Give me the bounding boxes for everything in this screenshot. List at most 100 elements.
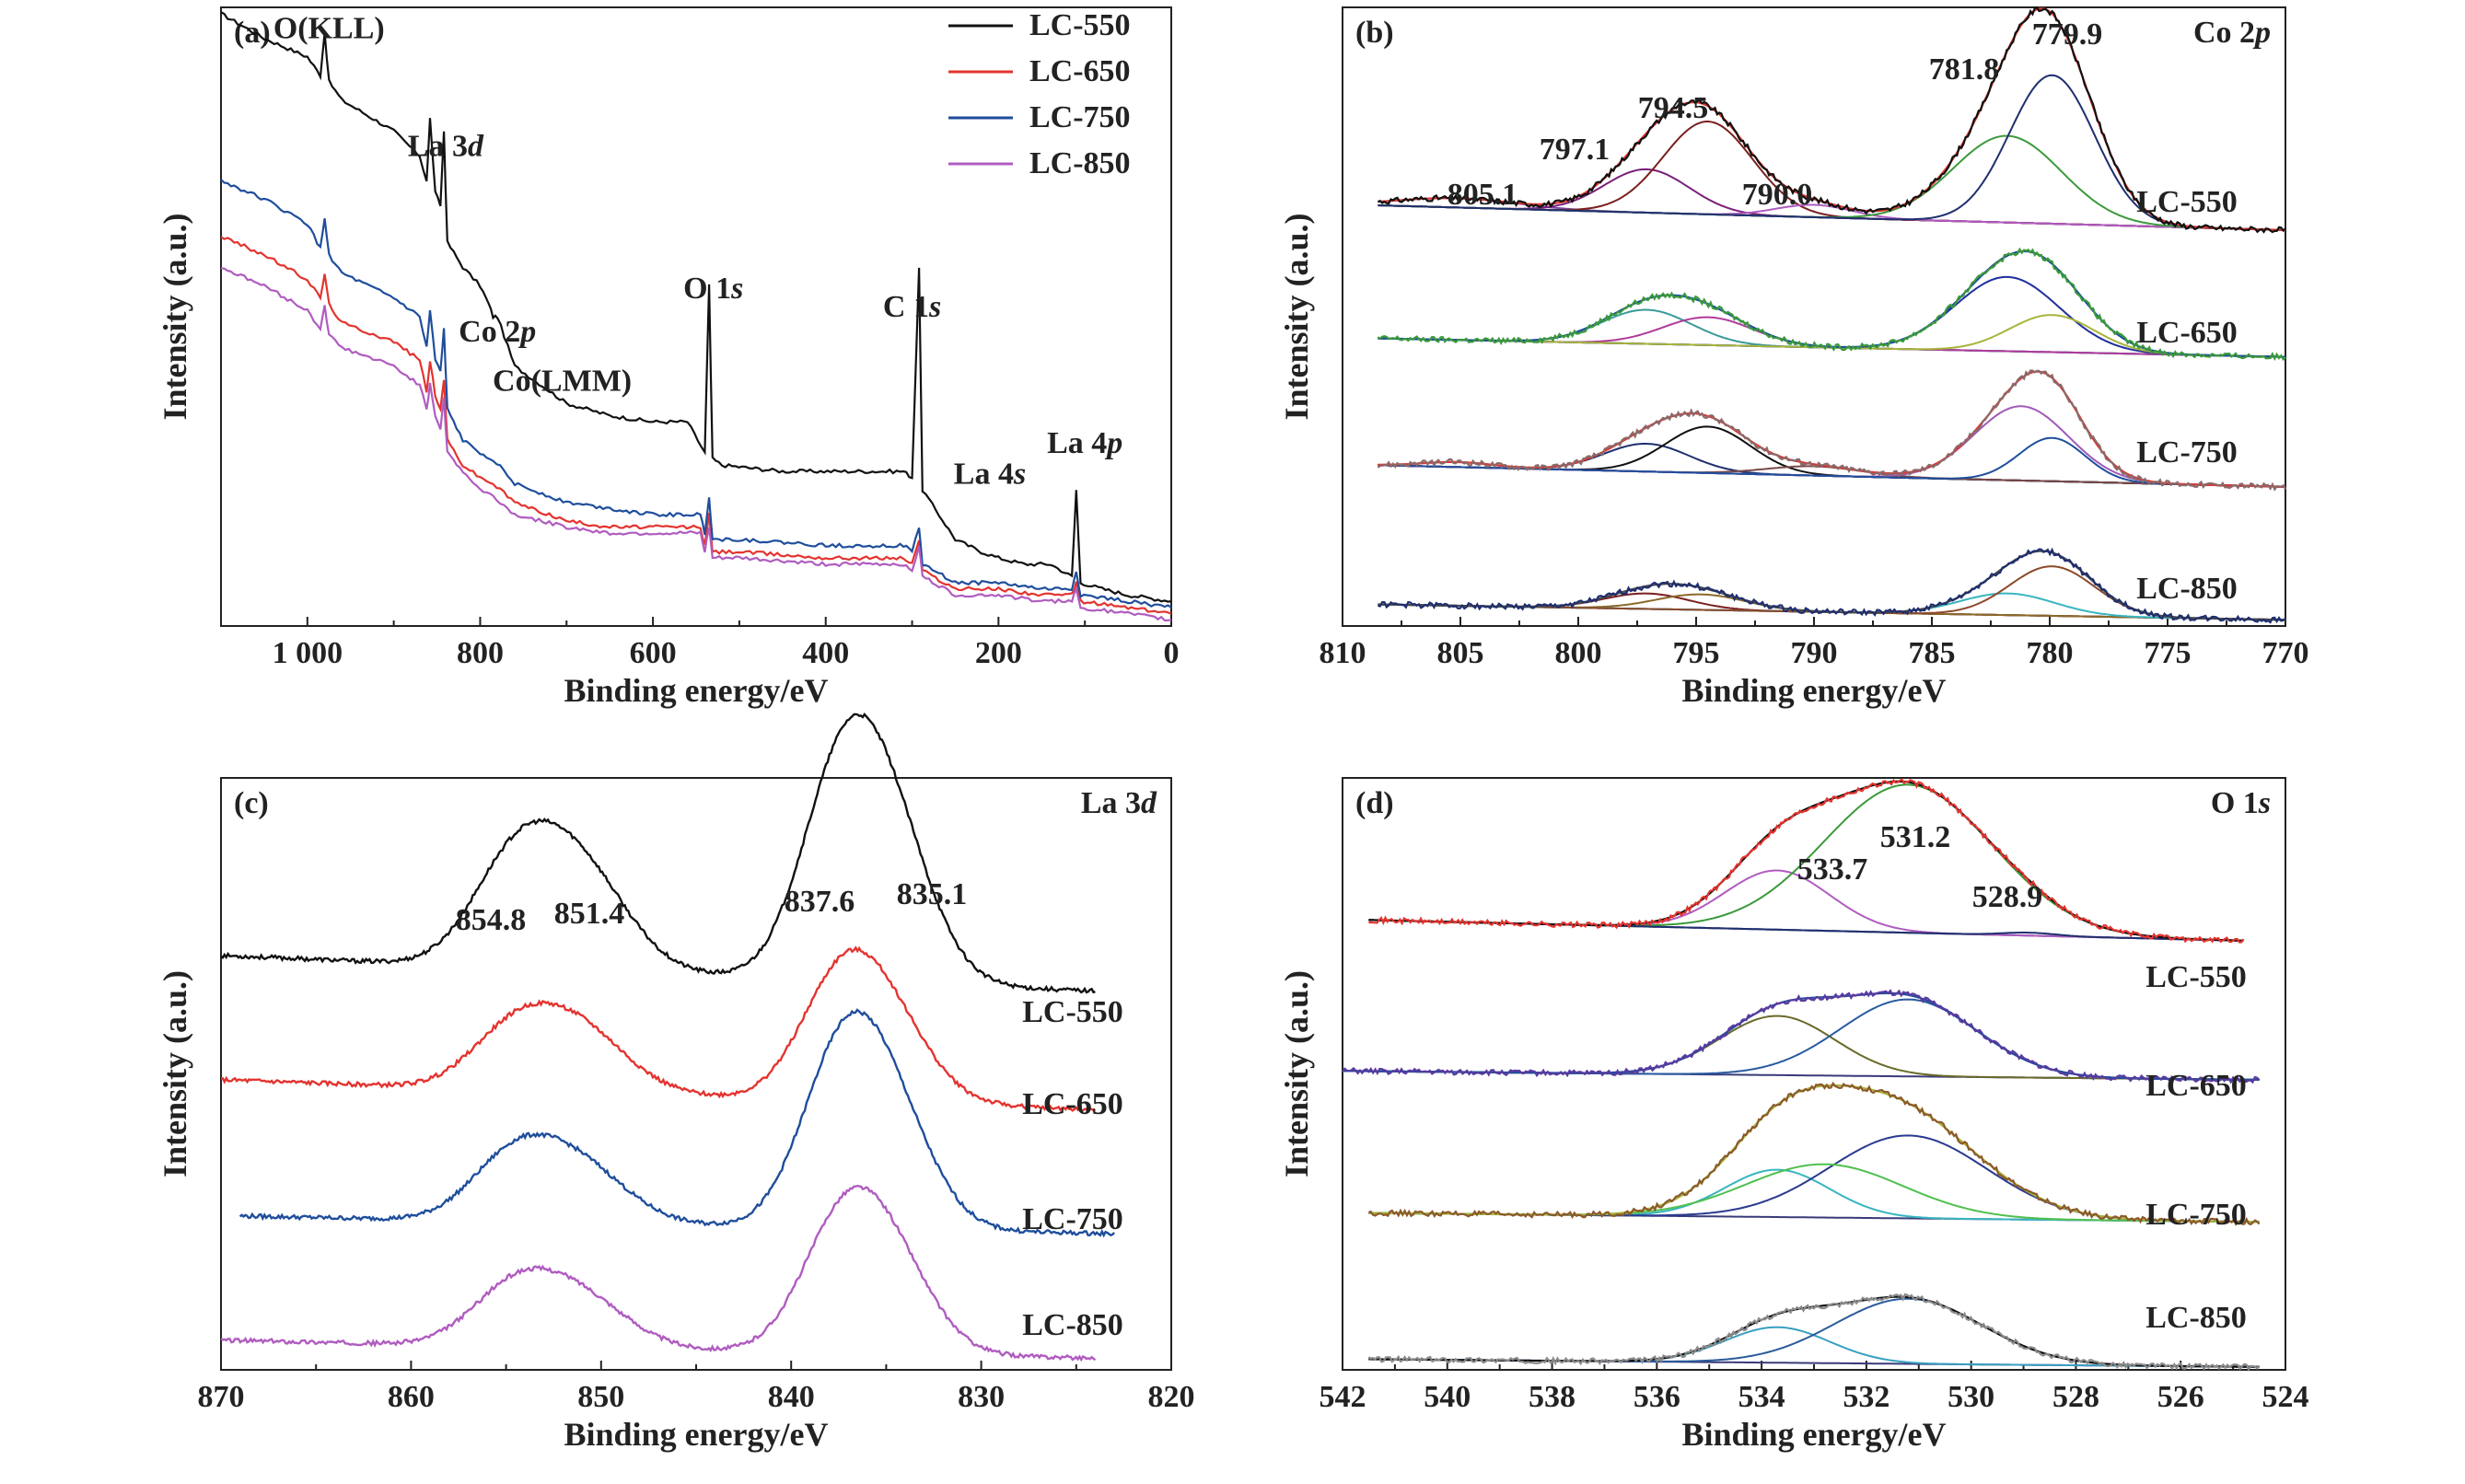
series-line-lc-650: [220, 945, 1097, 1112]
component-peak: [1368, 1163, 2260, 1223]
legend-entry: LC-550: [1029, 8, 1131, 42]
sample-label: LC-550: [2145, 960, 2247, 994]
sample-label: LC-750: [2136, 435, 2238, 470]
peak-position-label: 790.0: [1742, 178, 1813, 212]
x-tick-label: 790: [1791, 636, 1838, 670]
sample-label: LC-650: [1022, 1087, 1123, 1121]
y-axis-label: Intensity (a.u.): [157, 970, 193, 1177]
x-tick-label: 830: [958, 1380, 1005, 1414]
x-tick-label: 536: [1634, 1380, 1680, 1414]
x-tick-label: 785: [1909, 636, 1956, 670]
x-tick-label: 400: [802, 636, 849, 670]
x-tick-label: 850: [577, 1380, 624, 1414]
x-tick-label: 775: [2145, 636, 2192, 670]
measured-spectrum: [1377, 369, 2286, 492]
y-axis-label: Intensity (a.u.): [1278, 970, 1315, 1177]
peak-position-label: 797.1: [1540, 133, 1610, 167]
legend-entry: LC-750: [1029, 100, 1131, 134]
peak-position-label: 533.7: [1797, 852, 1868, 887]
plot-frame: [220, 6, 1172, 627]
x-tick-label: 795: [1673, 636, 1720, 670]
sample-label: LC-850: [2136, 572, 2238, 606]
x-tick-label: 770: [2262, 636, 2309, 670]
x-tick-label: 840: [768, 1380, 815, 1414]
sample-lc-550: LC-550: [1368, 778, 2247, 994]
sample-lc-850: LC-850: [1378, 547, 2286, 624]
component-peak: [1343, 998, 2260, 1081]
y-axis-label: Intensity (a.u.): [157, 213, 193, 420]
panel-d-o1s: 542 540 538 536 534 532 530 528 526 524 Binding en…: [1278, 777, 2309, 1453]
series-line-lc-850: [220, 1184, 1097, 1362]
x-tick-label: 532: [1843, 1380, 1889, 1414]
component-peak: [1368, 1134, 2260, 1223]
x-tick-label: 538: [1529, 1380, 1576, 1414]
x-tick-label: 524: [2262, 1380, 2309, 1414]
x-tick-label: 542: [1320, 1380, 1366, 1414]
series-line-lc-750: [238, 1008, 1115, 1238]
sample-lc-750: LC-750: [1377, 369, 2286, 492]
x-tick-label: 800: [1555, 636, 1602, 670]
x-axis-label: Binding energy/eV: [564, 1416, 828, 1453]
x-tick-label: 526: [2157, 1380, 2204, 1414]
series-line-lc-550: [220, 713, 1096, 994]
peak-annotation: La 3d: [408, 129, 484, 163]
peak-annotation: Co(LMM): [493, 365, 632, 399]
x-tick-label: 820: [1148, 1380, 1195, 1414]
plot-frame: [220, 777, 1172, 1371]
x-tick-label: 530: [1948, 1380, 1994, 1414]
peak-position-label: 779.9: [2032, 17, 2103, 52]
peak-position-label: 794.5: [1638, 91, 1709, 125]
panel-letter: (b): [1355, 16, 1394, 50]
x-axis-label: Binding energy/eV: [1681, 1416, 1946, 1453]
measured-spectrum: [1377, 6, 2286, 234]
fit-envelope: [1343, 991, 2260, 1081]
panel-title: O 1s: [2211, 786, 2271, 820]
peak-annotation: Co 2p: [459, 315, 536, 349]
x-tick-label: 800: [457, 636, 504, 670]
x-tick-label: 540: [1424, 1380, 1471, 1414]
peak-position-label: 531.2: [1880, 820, 1951, 854]
component-peak: [1343, 1014, 2260, 1081]
peak-position-label: 835.1: [897, 877, 968, 911]
x-tick-label: 860: [388, 1380, 435, 1414]
panel-title: La 3d: [1081, 786, 1157, 820]
peak-position-label: 781.8: [1929, 52, 2000, 87]
x-tick-label: 528: [2052, 1380, 2099, 1414]
sample-lc-650: LC-650: [1342, 989, 2261, 1103]
peak-annotation: O(KLL): [273, 12, 385, 46]
x-tick-label: 1 000: [273, 636, 343, 670]
sample-label: LC-550: [1022, 995, 1123, 1029]
component-peak: [1378, 436, 2286, 488]
sample-label: LC-650: [2145, 1069, 2247, 1103]
panel-letter: (c): [234, 786, 269, 820]
peak-position-label: 528.9: [1972, 880, 2043, 914]
x-axis-label: Binding energy/eV: [1681, 672, 1946, 709]
peak-position-label: 851.4: [554, 897, 625, 931]
sample-lc-550: LC-550: [1377, 6, 2286, 234]
series-line-lc-550: [220, 11, 1172, 603]
sample-label: LC-750: [1022, 1202, 1123, 1236]
x-tick-label: 600: [630, 636, 677, 670]
peak-annotation: O 1s: [683, 272, 743, 306]
series-line-lc-650: [220, 236, 1172, 615]
sample-label: LC-850: [1022, 1308, 1123, 1342]
panel-title: Co 2p: [2193, 16, 2271, 50]
x-tick-label: 810: [1320, 636, 1366, 670]
series-line-lc-850: [220, 267, 1172, 621]
sample-lc-850: LC-850: [1367, 1293, 2261, 1372]
peak-position-label: 854.8: [456, 903, 527, 937]
series-line-lc-750: [220, 179, 1172, 609]
sample-label: LC-650: [2136, 316, 2238, 350]
panel-letter: (d): [1355, 786, 1394, 820]
legend-entry: LC-850: [1029, 146, 1131, 180]
measured-spectrum: [1368, 778, 2245, 944]
sample-label: LC-850: [2145, 1301, 2247, 1335]
measured-spectrum: [1378, 547, 2286, 624]
x-axis-label: Binding energy/eV: [564, 672, 828, 709]
x-tick-label: 200: [975, 636, 1022, 670]
sample-lc-650: LC-650: [1377, 247, 2286, 362]
panel-a-survey: 1 000 800 600 400 200 0 Binding energy/eV Inten…: [157, 6, 1180, 709]
peak-annotation: La 4p: [1047, 426, 1122, 460]
measured-spectrum: [1367, 1081, 2261, 1226]
